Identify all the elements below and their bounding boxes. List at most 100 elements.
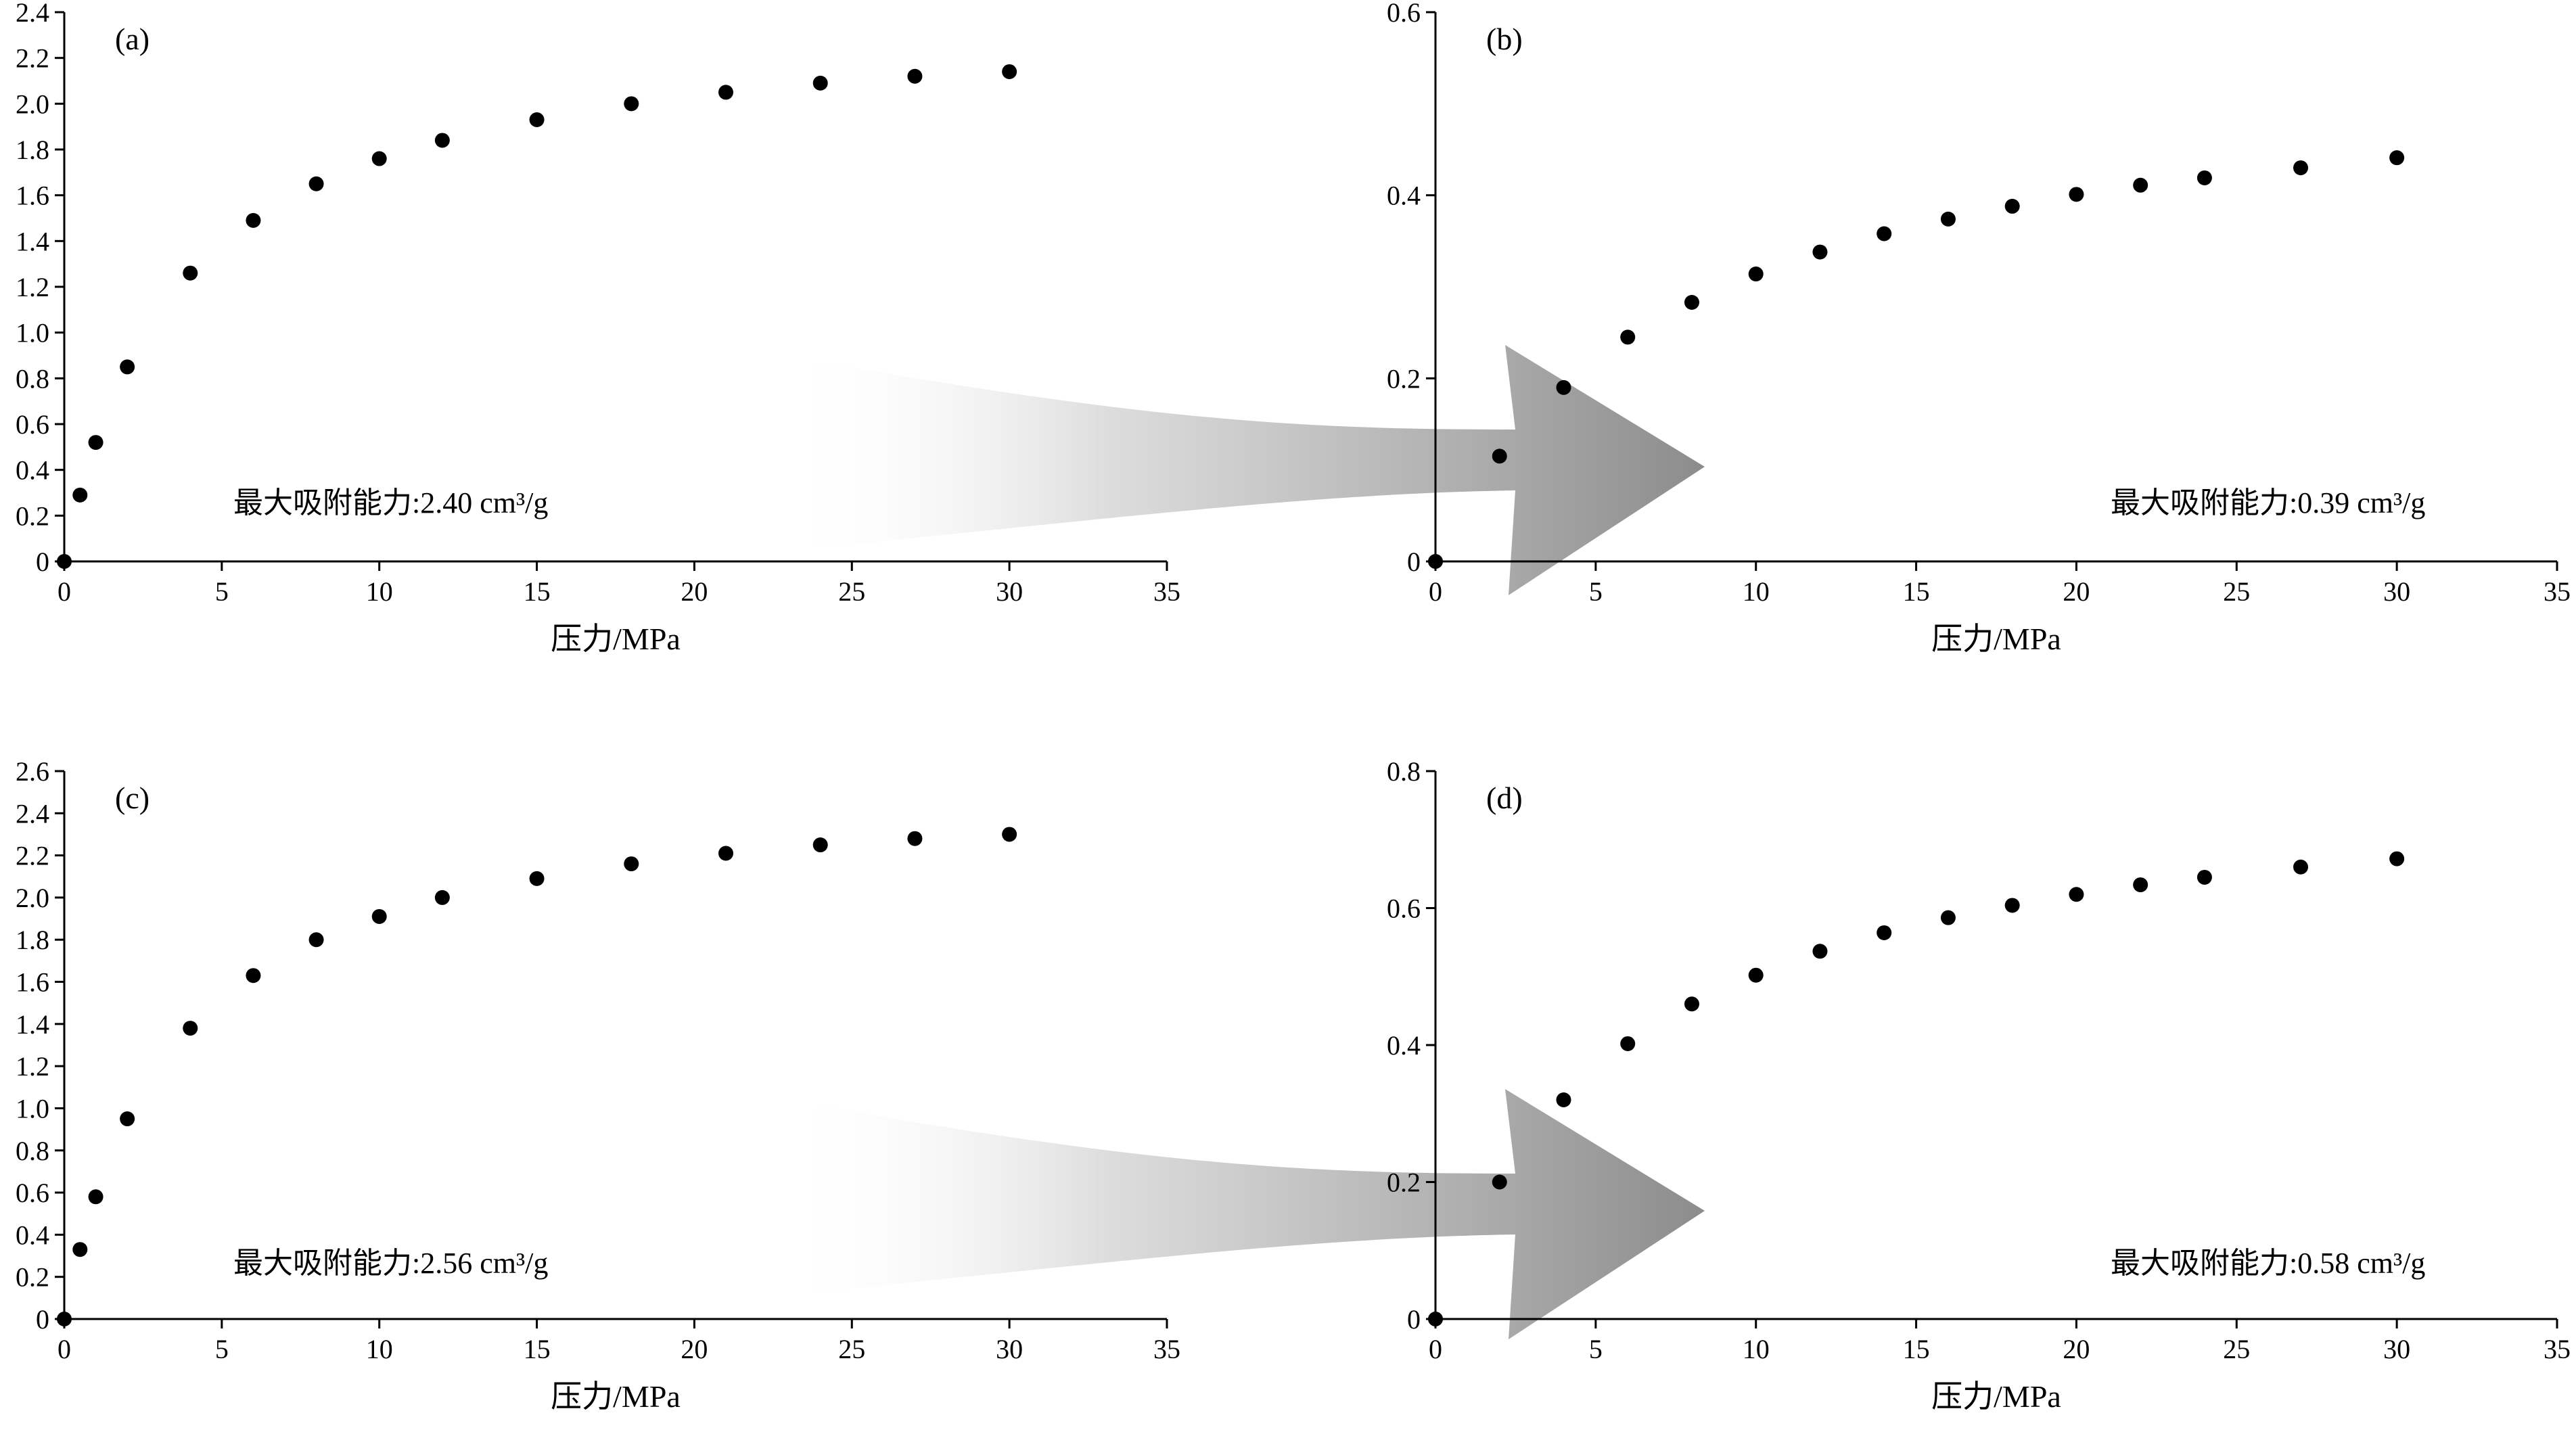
panel-label: (b) <box>1486 22 1523 56</box>
y-tick-label: 0.4 <box>16 1220 49 1250</box>
x-tick-label: 20 <box>2063 1334 2090 1364</box>
data-point <box>1428 554 1443 569</box>
data-point <box>1620 1036 1636 1051</box>
y-tick-label: 0.6 <box>1387 894 1421 924</box>
y-tick-label: 0.8 <box>16 1136 49 1166</box>
y-tick-label: 2.4 <box>16 798 49 829</box>
y-tick-label: 1.0 <box>16 1093 49 1124</box>
data-point <box>907 831 923 846</box>
data-point <box>1620 329 1636 345</box>
data-point <box>1684 295 1699 310</box>
chart-panel-1: 0 5 10 15 20 25 30 35 0 0.2 0.4 0.6 0.8 1.0 1.2 1.4 1.6 1… <box>16 0 1180 656</box>
y-tick-label: 2.4 <box>16 0 49 28</box>
y-tick-label: 1.8 <box>16 925 49 955</box>
data-point <box>2004 198 2020 214</box>
data-point <box>120 359 135 375</box>
y-tick-label: 0.2 <box>16 1262 49 1293</box>
x-tick-label: 25 <box>2223 1334 2250 1364</box>
data-point <box>1877 226 1892 241</box>
data-point <box>2389 851 2405 866</box>
y-tick-label: 1.6 <box>16 967 49 998</box>
y-tick-label: 1.2 <box>16 272 49 302</box>
x-tick-label: 10 <box>366 576 393 607</box>
x-tick-label: 20 <box>2063 576 2090 607</box>
y-tick-label: 0.4 <box>1387 181 1421 211</box>
data-point <box>624 856 639 872</box>
data-point <box>1492 1174 1507 1190</box>
y-tick-label: 1.2 <box>16 1051 49 1082</box>
y-tick-label: 1.4 <box>16 226 49 256</box>
data-point <box>1556 379 1571 395</box>
chart-panel-4: 0 5 10 15 20 25 30 35 0 0.2 0.4 0.6 0.8 压力/MPa (d) 最大吸附… <box>1387 756 2571 1414</box>
data-point <box>1492 448 1507 464</box>
data-point <box>57 1312 72 1326</box>
data-point <box>2196 170 2212 185</box>
data-point <box>1748 267 1764 282</box>
data-point <box>2293 160 2309 176</box>
data-point <box>718 85 733 100</box>
y-tick-label: 2.0 <box>16 883 49 913</box>
x-tick-label: 10 <box>1743 1334 1770 1364</box>
x-tick-label: 30 <box>996 576 1023 607</box>
data-point <box>434 889 450 905</box>
x-tick-label: 0 <box>58 1334 71 1364</box>
data-point <box>371 908 387 924</box>
x-tick-label: 35 <box>1153 576 1180 607</box>
x-tick-label: 10 <box>1743 576 1770 607</box>
data-point <box>57 554 72 569</box>
data-point <box>183 1021 198 1036</box>
y-tick-label: 2.6 <box>16 756 49 787</box>
y-tick-label: 0 <box>1407 547 1421 577</box>
x-tick-label: 25 <box>2223 576 2250 607</box>
y-tick-label: 2.2 <box>16 43 49 74</box>
x-axis-title: 压力/MPa <box>551 622 681 656</box>
data-point <box>434 133 450 148</box>
data-point <box>907 68 923 84</box>
x-tick-label: 5 <box>215 1334 229 1364</box>
transition-arrows <box>785 345 1705 1339</box>
data-point <box>72 1242 88 1257</box>
x-axis-title: 压力/MPa <box>1931 1379 2061 1414</box>
data-point <box>529 871 545 886</box>
data-point <box>2293 859 2309 875</box>
x-tick-label: 30 <box>2383 1334 2410 1364</box>
y-tick-label: 0.2 <box>16 501 49 531</box>
y-tick-label: 1.8 <box>16 135 49 165</box>
data-point <box>2069 187 2084 202</box>
data-point <box>1940 910 1956 925</box>
y-tick-label: 0 <box>1407 1304 1421 1335</box>
y-tick-label: 1.0 <box>16 318 49 348</box>
data-point <box>2389 150 2405 166</box>
x-tick-label: 25 <box>838 1334 865 1364</box>
y-tick-label: 0.4 <box>1387 1030 1421 1061</box>
x-axis-title: 压力/MPa <box>1931 622 2061 656</box>
data-point <box>1940 211 1956 227</box>
data-point <box>1812 944 1828 959</box>
y-tick-label: 0.6 <box>16 409 49 440</box>
data-point <box>2196 869 2212 885</box>
y-tick-label: 0.2 <box>1387 1167 1421 1198</box>
max-adsorption-annotation: 最大吸附能力:2.40 cm³/g <box>233 486 548 519</box>
x-tick-label: 0 <box>1429 576 1442 607</box>
x-tick-label: 5 <box>1589 1334 1603 1364</box>
panel-label: (a) <box>115 22 150 56</box>
data-point <box>308 176 324 191</box>
x-tick-label: 0 <box>1429 1334 1442 1364</box>
data-point <box>529 112 545 128</box>
y-tick-label: 0.6 <box>16 1178 49 1208</box>
chart-panel-2: 0 5 10 15 20 25 30 35 0 0.2 0.4 0.6 压力/MPa (b) 最大吸附能力:… <box>1387 0 2571 656</box>
y-tick-label: 1.4 <box>16 1009 49 1040</box>
max-adsorption-annotation: 最大吸附能力:0.58 cm³/g <box>2111 1247 2425 1280</box>
data-point <box>72 487 88 503</box>
data-point <box>1684 996 1699 1012</box>
y-tick-label: 0 <box>36 1304 49 1335</box>
x-tick-label: 35 <box>2544 576 2571 607</box>
data-point <box>1877 925 1892 940</box>
y-tick-label: 0.8 <box>16 363 49 394</box>
x-tick-label: 30 <box>996 1334 1023 1364</box>
data-point <box>1812 244 1828 260</box>
data-point <box>308 932 324 948</box>
arrow-2 <box>785 1089 1705 1339</box>
y-tick-label: 0.2 <box>1387 363 1421 394</box>
